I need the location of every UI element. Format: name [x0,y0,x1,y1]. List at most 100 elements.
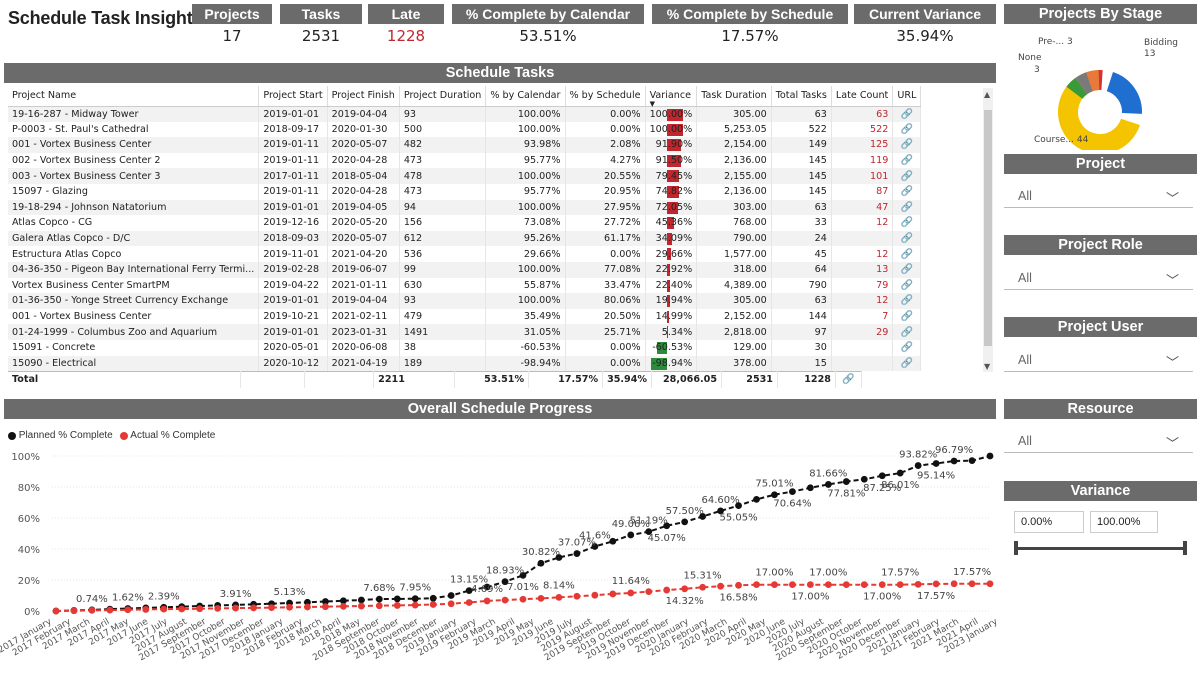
planned-data-label: 55.05% [719,513,757,524]
col-url[interactable]: URL [892,86,922,107]
link-icon[interactable]: 🔗 [892,355,922,372]
total-finish [304,371,375,388]
cell-calendar: -60.53% [485,339,566,356]
y-tick-label: 0% [24,607,40,618]
col-project-start[interactable]: Project Start [258,86,328,107]
link-icon[interactable]: 🔗 [892,230,922,247]
cell-total-tasks: 30 [771,339,832,356]
link-icon[interactable]: 🔗 [892,106,922,122]
cell-total-tasks: 145 [771,183,832,200]
table-row[interactable]: Vortex Business Center SmartPM 2019-04-22… [8,277,922,294]
table-row[interactable]: Galera Atlas Copco - D/C 2018-09-03 2020-0… [8,230,922,247]
col-by-calendar[interactable]: % by Calendar [485,86,566,107]
col-project-duration[interactable]: Project Duration [399,86,487,107]
variance-value: 14.99% [655,311,693,323]
variance-bar [656,341,667,354]
variance-slider-max-handle[interactable] [1183,541,1187,555]
cell-duration: 479 [399,308,487,325]
planned-point [591,543,599,550]
link-icon[interactable]: 🔗 [892,183,922,200]
slicer-user-dropdown[interactable]: All ﹀ [1004,348,1193,372]
stage-donut-chart[interactable]: Pre-... 3 Bidding 13 None 3 Course... 44 [1004,26,1198,150]
table-row[interactable]: 19-18-294 - Johnson Natatorium 2019-01-01… [8,199,922,216]
total-link-icon[interactable]: 🔗 [835,371,863,388]
schedule-tasks-table[interactable]: Project Name Project Start Project Finis… [8,86,986,390]
table-row[interactable]: P-0003 - St. Paul's Cathedral 2018-09-17 2… [8,121,922,138]
chevron-down-icon: ﹀ [1165,355,1179,370]
variance-min-input[interactable]: 0.00% [1014,511,1084,533]
table-row[interactable]: 01-36-350 - Yonge Street Currency Exchan… [8,293,922,309]
cell-total-tasks: 790 [771,277,832,294]
link-icon[interactable]: 🔗 [892,324,922,340]
planned-data-label: 2.39% [148,591,180,602]
link-icon[interactable]: 🔗 [892,215,922,231]
cell-calendar: 35.49% [485,308,566,325]
slicer-role-dropdown[interactable]: All ﹀ [1004,266,1193,290]
planned-data-label: 81.66% [809,468,847,479]
cell-start: 2020-05-01 [258,339,328,356]
cell-task-duration: 2,136.00 [696,183,772,200]
scroll-up-icon[interactable]: ▲ [984,90,991,99]
kpi-calendar-label: % Complete by Calendar [452,4,644,24]
col-late-count[interactable]: Late Count [831,86,894,107]
cell-total-tasks: 63 [771,293,832,309]
actual-data-label: 17.57% [881,568,919,579]
cell-finish: 2019-04-05 [327,199,400,216]
col-project-finish[interactable]: Project Finish [327,86,400,107]
link-icon[interactable]: 🔗 [892,152,922,169]
planned-data-label: 41.6% [579,531,611,542]
link-icon[interactable]: 🔗 [892,246,922,262]
col-total-tasks[interactable]: Total Tasks [771,86,832,107]
planned-point [842,478,850,485]
link-icon[interactable]: 🔗 [892,168,922,184]
slicer-resource-dropdown[interactable]: All ﹀ [1004,429,1193,453]
col-by-schedule[interactable]: % by Schedule [565,86,646,107]
planned-point [357,596,365,604]
variance-slider-min-handle[interactable] [1014,541,1018,555]
table-row[interactable]: 001 - Vortex Business Center 2019-10-21 20… [8,308,922,325]
table-row[interactable]: 15091 - Concrete 2020-05-01 2020-06-08 38 -6… [8,339,922,356]
col-task-duration[interactable]: Task Duration [696,86,772,107]
planned-data-label: 96.79% [935,445,973,456]
table-row[interactable]: 15097 - Glazing 2019-01-11 2020-04-28 473 95… [8,183,922,200]
col-variance[interactable]: Variance ▼ [645,86,698,108]
actual-point [627,589,635,597]
table-row[interactable]: Estructura Atlas Copco 2019-11-01 2021-04-… [8,246,922,262]
planned-point [483,583,491,591]
planned-data-label: 86.01% [881,480,919,491]
link-icon[interactable]: 🔗 [892,339,922,356]
variance-bar [666,263,671,276]
table-row[interactable]: 003 - Vortex Business Center 3 2017-01-11… [8,168,922,184]
donut-other-slice[interactable] [1055,67,1144,150]
table-row[interactable]: Atlas Copco - CG 2019-12-16 2020-05-20 156 7… [8,215,922,231]
link-icon[interactable]: 🔗 [892,308,922,325]
variance-bar [666,108,683,121]
table-scroll-thumb[interactable] [984,110,992,346]
total-duration: 2211 [373,371,456,388]
link-icon[interactable]: 🔗 [892,277,922,294]
cell-duration: 473 [399,183,487,200]
variance-value: 91.90% [655,139,693,151]
actual-point [735,581,742,589]
cell-start: 2019-01-01 [258,199,328,216]
cell-task-duration: 2,136.00 [696,152,772,169]
table-row[interactable]: 19-16-287 - Midway Tower 2019-01-01 2019-0… [8,106,922,122]
link-icon[interactable]: 🔗 [892,121,922,138]
link-icon[interactable]: 🔗 [892,261,922,278]
link-icon[interactable]: 🔗 [892,137,922,153]
cell-schedule: 77.08% [565,261,646,278]
table-row[interactable]: 04-36-350 - Pigeon Bay International Fer… [8,261,922,278]
planned-point [537,559,545,567]
link-icon[interactable]: 🔗 [892,293,922,309]
scroll-down-icon[interactable]: ▼ [984,362,991,371]
table-row[interactable]: 001 - Vortex Business Center 2019-01-11 20… [8,137,922,153]
slicer-project-dropdown[interactable]: All ﹀ [1004,184,1193,208]
table-row[interactable]: 01-24-1999 - Columbus Zoo and Aquarium 20… [8,324,922,340]
link-icon[interactable]: 🔗 [892,199,922,216]
variance-slider-track[interactable] [1017,547,1185,550]
variance-max-input[interactable]: 100.00% [1090,511,1158,533]
table-row[interactable]: 15090 - Electrical 2020-10-12 2021-04-19 18… [8,355,922,372]
table-row[interactable]: 002 - Vortex Business Center 2 2019-01-11… [8,152,922,169]
col-project-name[interactable]: Project Name [8,86,260,107]
donut-bidding-slice[interactable] [1058,70,1142,150]
